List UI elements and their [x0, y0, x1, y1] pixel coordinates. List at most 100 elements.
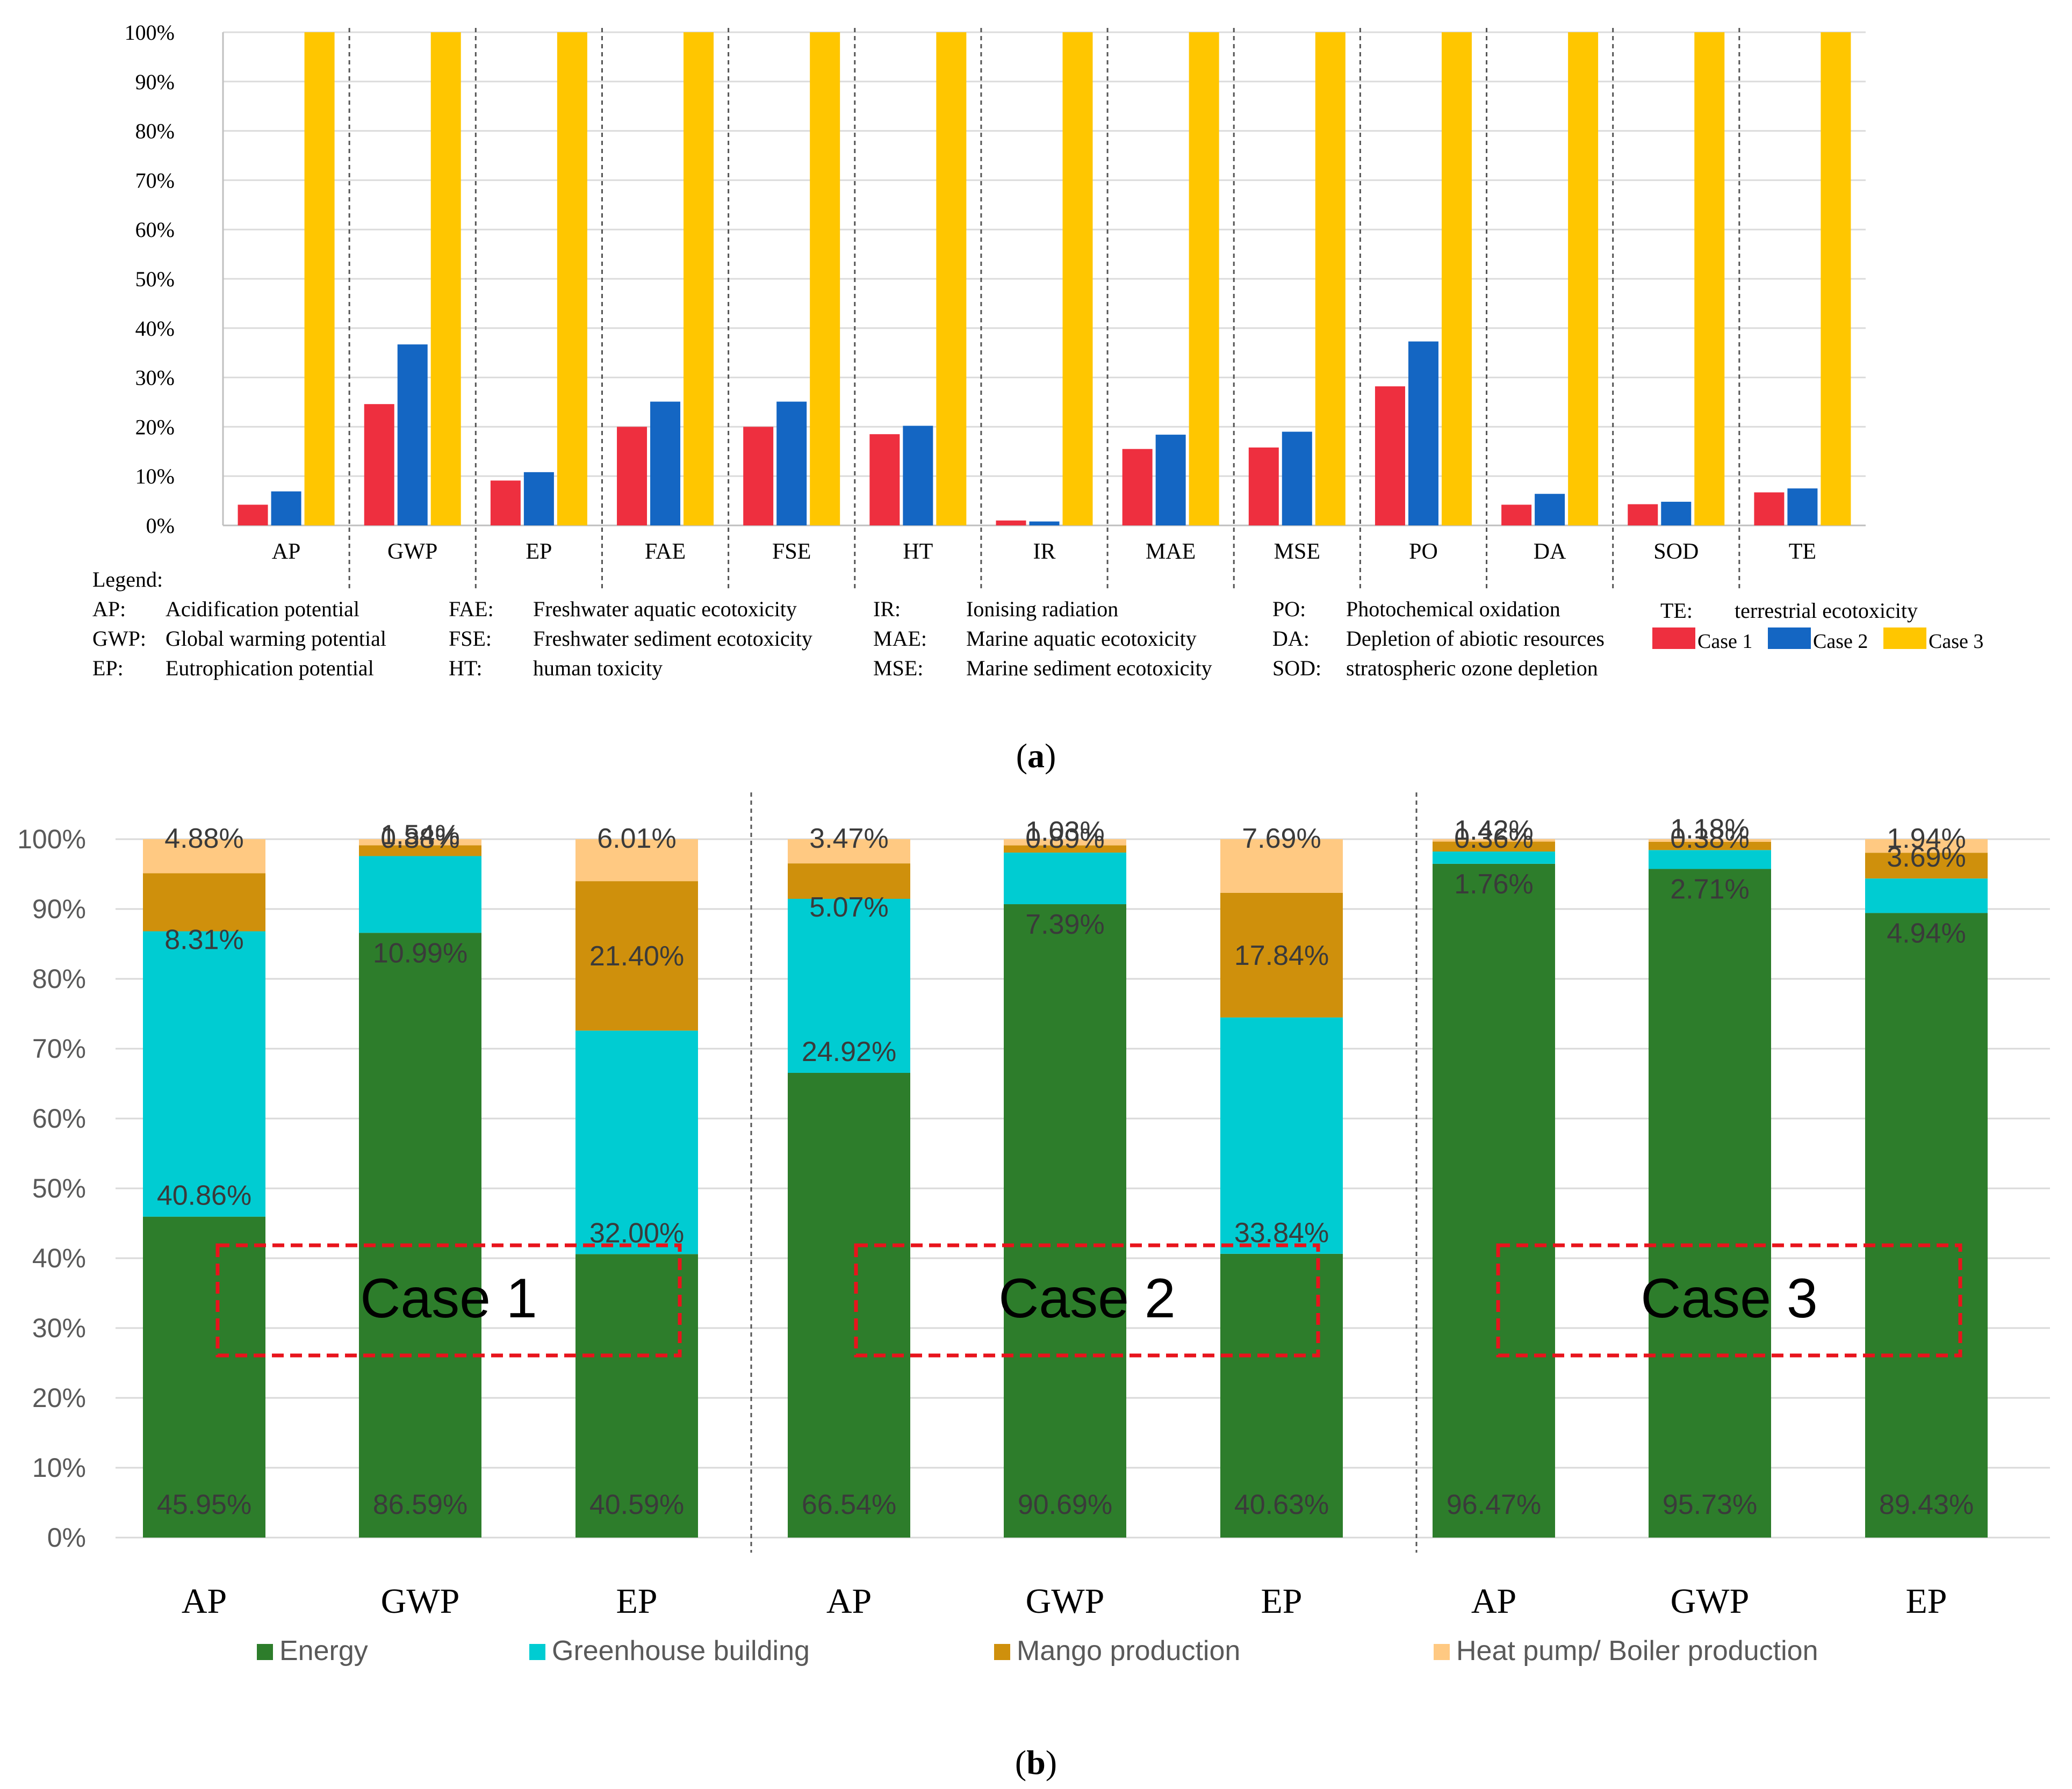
bar-ep-case-1	[490, 480, 521, 525]
stacked-bar-segment-greenhouse-building	[359, 856, 481, 933]
y-tick-label-a: 70%	[135, 168, 175, 192]
case-box-label: Case 2	[998, 1267, 1176, 1330]
stacked-bar-segment-mango-production	[1865, 853, 1988, 879]
bar-gwp-case-1	[364, 404, 394, 525]
data-label-mango: 8.31%	[164, 924, 243, 955]
data-label-heat-pump: 0.88%	[380, 823, 459, 854]
y-tick-label-b: 100%	[17, 824, 86, 854]
bar-da-case-1	[1501, 504, 1532, 525]
stacked-bar-segment-greenhouse-building	[575, 1030, 698, 1254]
data-label-energy: 66.54%	[802, 1489, 896, 1520]
x-tick-label-a: IR	[1033, 539, 1056, 564]
legend-abbr: MAE:	[873, 626, 927, 651]
panel-b-stacked-bar-chart: 0% 10% 20% 30% 40% 50% 60% 70% 80% 90% 100% 45.95% 4…	[17, 792, 2050, 1781]
x-tick-label-a: FSE	[772, 539, 811, 564]
case-box	[215, 1243, 682, 1358]
bar-fae-case-3	[684, 32, 714, 525]
bar-fse-case-1	[743, 427, 774, 525]
x-tick-label-a: FAE	[645, 539, 686, 564]
legend-description: Depletion of abiotic resources	[1346, 626, 1605, 651]
stacked-bar-segment-heat-pump-boiler-production	[359, 839, 481, 846]
stacked-bar-segment-greenhouse-building	[788, 899, 910, 1073]
bar-ir-case-2	[1029, 521, 1060, 525]
stacked-bar-segment-greenhouse-building	[1220, 1017, 1343, 1254]
x-tick-label-a: MSE	[1274, 539, 1320, 564]
data-label-mango: 1.18%	[1670, 813, 1749, 845]
y-tick-label-a: 10%	[135, 464, 175, 488]
bar-po-case-3	[1441, 32, 1472, 525]
legend-abbr: TE:	[1660, 598, 1693, 623]
bar-mae-case-1	[1122, 449, 1153, 525]
data-label-heat-pump: 1.94%	[1887, 823, 1966, 854]
data-label-greenhouse: 24.92%	[802, 1036, 896, 1067]
y-tick-label-b: 70%	[32, 1034, 86, 1064]
stacked-bar-segment-heat-pump-boiler-production	[575, 839, 698, 882]
stacked-bar-segment-heat-pump-boiler-production	[1220, 839, 1343, 893]
bar-ir-case-1	[996, 520, 1026, 525]
bar-fae-case-2	[650, 401, 681, 525]
legend-series-label-b: Mango production	[1017, 1635, 1240, 1667]
stacked-bar-segment-greenhouse-building	[1433, 852, 1555, 864]
stacked-bar-segment-mango-production	[1649, 841, 1771, 850]
data-label-greenhouse: 4.94%	[1887, 918, 1966, 949]
bar-po-case-1	[1375, 386, 1405, 525]
stacked-bar-segment-energy	[1004, 904, 1126, 1538]
y-tick-label-a: 0%	[146, 514, 175, 538]
bar-ir-case-3	[1062, 32, 1093, 525]
bar-ht-case-3	[936, 32, 967, 525]
stacked-bar-segment-energy	[1433, 863, 1555, 1538]
stacked-bar-segment-mango-production	[1004, 845, 1126, 853]
data-label-energy: 89.43%	[1879, 1489, 1974, 1520]
stacked-bar-segment-mango-production	[575, 881, 698, 1031]
y-tick-label-a: 80%	[135, 119, 175, 143]
legend-swatch-b	[1434, 1644, 1450, 1660]
y-tick-label-a: 20%	[135, 415, 175, 439]
x-tick-label-b: EP	[1905, 1582, 1947, 1621]
x-tick-label-a: MAE	[1146, 539, 1196, 564]
y-tick-label-b: 90%	[32, 894, 86, 924]
legend-abbr: HT:	[449, 656, 482, 680]
data-label-greenhouse: 7.39%	[1025, 909, 1104, 940]
bar-mse-case-1	[1248, 447, 1279, 525]
x-tick-label-b: AP	[826, 1582, 872, 1621]
data-label-heat-pump: 0.38%	[1670, 823, 1749, 854]
y-tick-label-b: 80%	[32, 964, 86, 994]
bar-da-case-2	[1535, 494, 1565, 525]
data-label-greenhouse: 2.71%	[1670, 874, 1749, 905]
legend-swatch-b	[529, 1644, 545, 1660]
legend-swatch-case-1	[1652, 627, 1695, 649]
legend-title: Legend:	[92, 567, 163, 591]
y-tick-label-a: 60%	[135, 218, 175, 242]
bar-te-case-3	[1821, 32, 1851, 525]
data-label-greenhouse: 1.76%	[1454, 869, 1533, 900]
data-label-greenhouse: 10.99%	[373, 937, 467, 969]
data-label-energy: 40.63%	[1234, 1489, 1329, 1520]
legend-swatch-case-2	[1768, 627, 1811, 649]
stacked-bar-segment-heat-pump-boiler-production	[1865, 839, 1988, 853]
bar-ap-case-2	[271, 491, 301, 525]
stacked-bar-segment-greenhouse-building	[1649, 850, 1771, 869]
legend-description: Ionising radiation	[966, 597, 1118, 621]
y-tick-label-a: 50%	[135, 267, 175, 291]
data-label-energy: 95.73%	[1663, 1489, 1757, 1520]
bar-ht-case-1	[869, 434, 900, 525]
data-label-heat-pump: 3.47%	[809, 823, 888, 854]
legend-series-label-b: Greenhouse building	[552, 1635, 810, 1667]
stacked-bar-segment-greenhouse-building	[143, 931, 265, 1217]
stacked-bar-segment-mango-production	[1220, 892, 1343, 1018]
y-tick-label-a: 100%	[125, 20, 175, 45]
bar-ep-case-2	[523, 472, 554, 525]
bar-ht-case-2	[903, 425, 933, 525]
x-tick-label-a: DA	[1534, 539, 1566, 564]
y-tick-label-a: 40%	[135, 316, 175, 341]
stacked-bar-segment-heat-pump-boiler-production	[143, 839, 265, 874]
case-box-label: Case 3	[1641, 1267, 1818, 1330]
bar-po-case-2	[1408, 341, 1438, 525]
x-tick-label-b: AP	[182, 1582, 227, 1621]
case-box	[1496, 1243, 1962, 1358]
data-label-mango: 3.69%	[1887, 842, 1966, 873]
legend-abbr: GWP:	[92, 626, 146, 651]
data-label-heat-pump: 7.69%	[1242, 823, 1321, 854]
stacked-bar-segment-heat-pump-boiler-production	[1004, 839, 1126, 846]
